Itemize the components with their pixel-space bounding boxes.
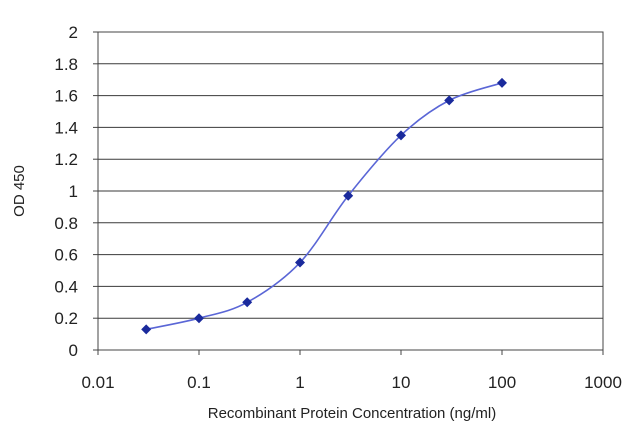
y-tick-label: 0.4 [54,277,78,296]
x-tick-label: 1 [295,373,304,392]
y-tick-label: 1.8 [54,55,78,74]
y-tick-label: 1.6 [54,87,78,106]
data-point [396,130,406,141]
series-od450 [141,77,507,335]
x-tick-label: 0.01 [81,373,114,392]
data-point [295,257,305,268]
y-axis-title: OD 450 [11,165,28,217]
axis-ticks [93,31,604,355]
y-tick-label: 0.6 [54,246,78,265]
y-tick-label: 0 [69,341,78,360]
grid-lines [98,63,603,319]
y-tick-labels: 0 0.2 0.4 0.6 0.8 1 1.2 1.4 1.6 1.8 2 [54,23,78,360]
y-tick-label: 1 [69,182,78,201]
x-tick-label: 0.1 [187,373,211,392]
x-tick-labels: 0.01 0.1 1 10 100 1000 [81,373,621,392]
data-point [242,297,253,308]
y-tick-label: 2 [69,23,78,42]
data-point [194,313,204,324]
data-point [343,190,354,201]
y-tick-label: 1.2 [54,150,78,169]
x-tick-label: 1000 [584,373,622,392]
data-point [444,95,455,106]
data-point [497,77,507,88]
data-point [141,324,152,335]
x-axis-title: Recombinant Protein Concentration (ng/ml… [208,405,496,422]
x-tick-label: 10 [392,373,411,392]
y-tick-label: 0.2 [54,309,78,328]
y-tick-label: 1.4 [54,118,78,137]
series-line [146,82,503,331]
x-tick-label: 100 [488,373,516,392]
y-tick-label: 0.8 [54,214,78,233]
